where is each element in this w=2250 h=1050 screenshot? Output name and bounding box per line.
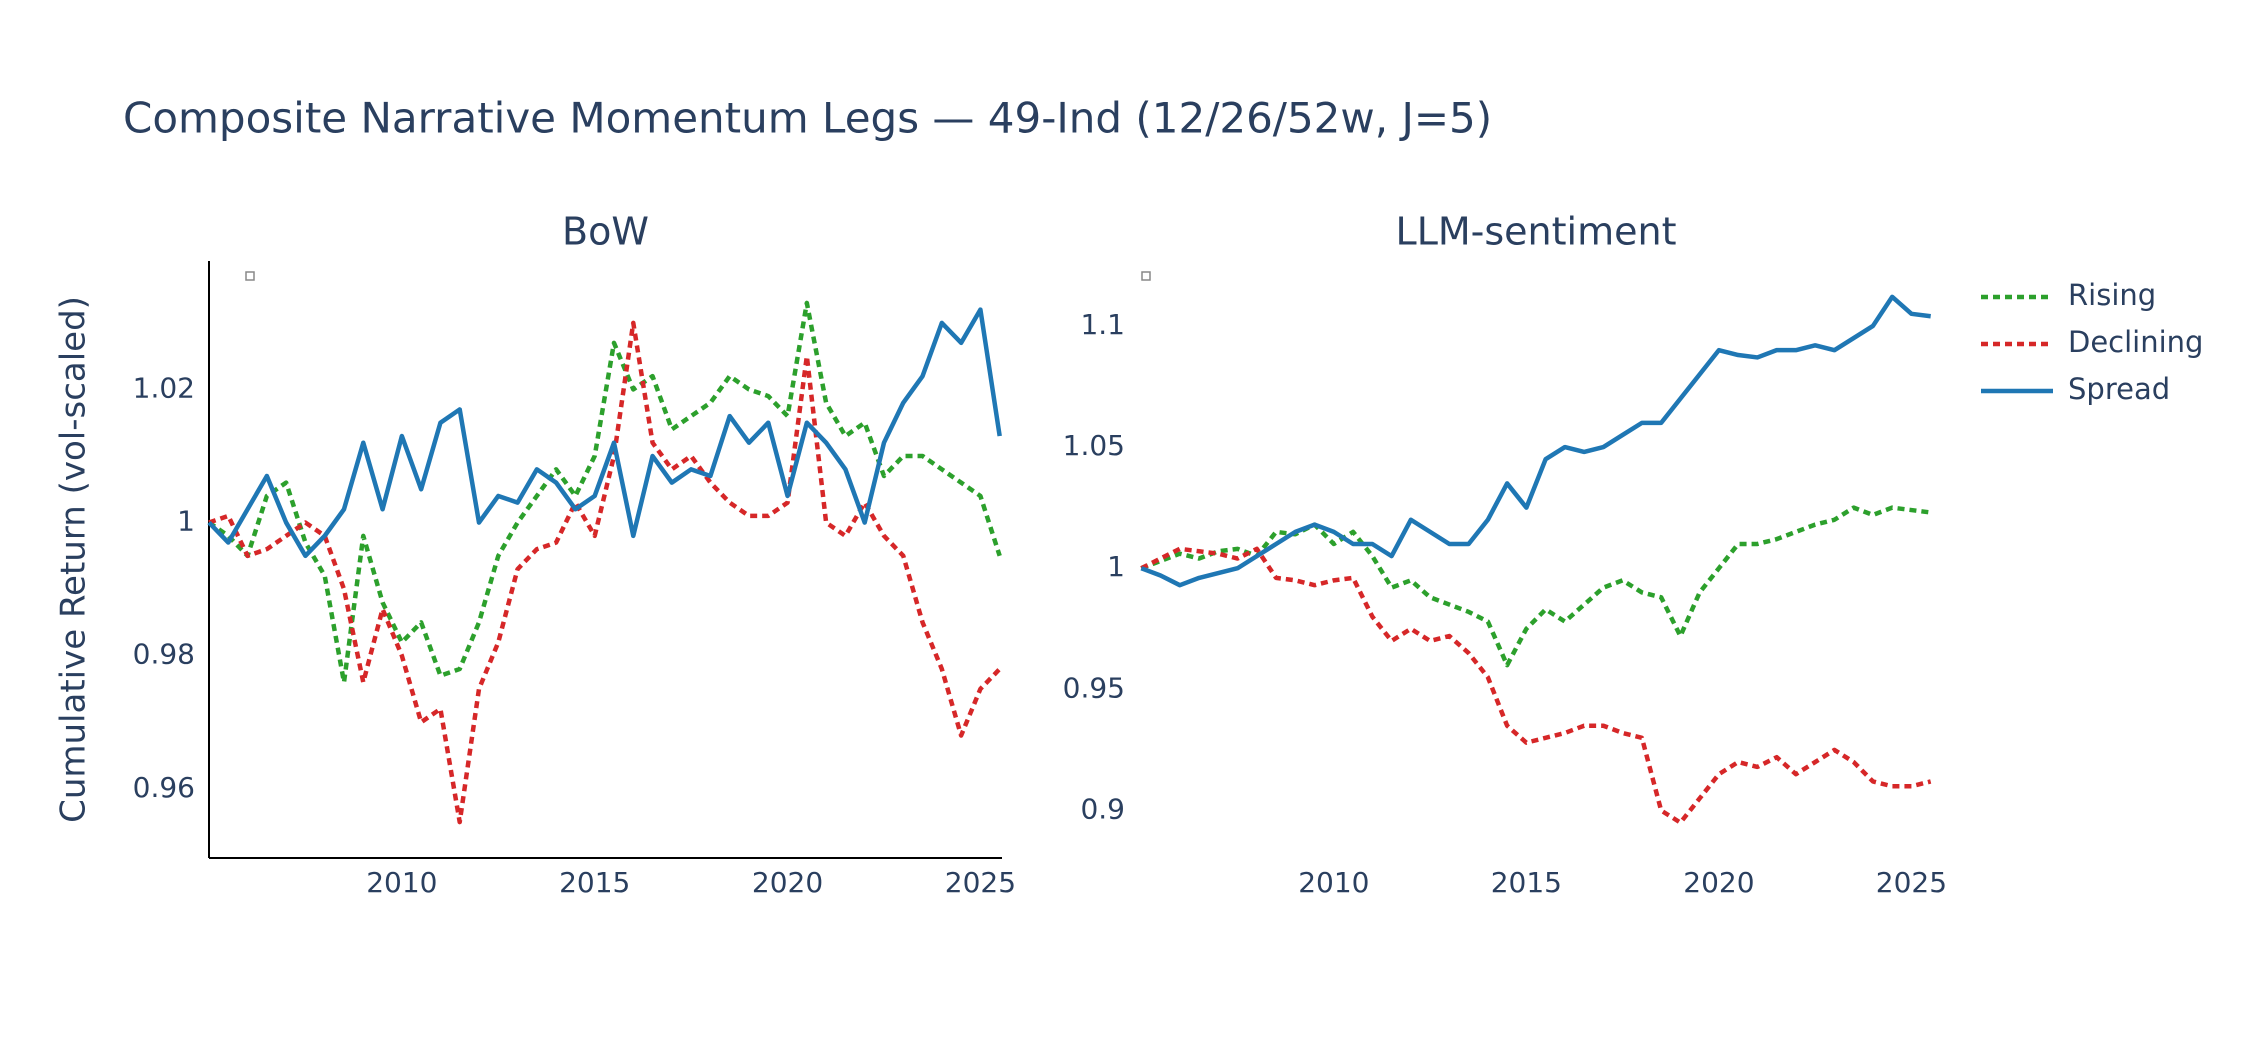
series-line [1140, 546, 1932, 825]
y-axis-title: Cumulative Return (vol-scaled) [54, 296, 94, 823]
x-tick-label: 2010 [1298, 866, 1369, 899]
x-tick-label: 2010 [366, 866, 437, 899]
legend-label: Rising [2068, 278, 2156, 312]
x-tick-label: 2025 [945, 866, 1016, 899]
series-line [1140, 294, 1931, 588]
mode-icon [245, 271, 255, 281]
y-tick-label: 0.9 [1080, 793, 1125, 826]
x-tick-label: 2015 [559, 866, 630, 899]
x-tick-label: 2015 [1491, 866, 1562, 899]
series-line [1140, 505, 1931, 668]
x-tick-label: 2020 [1683, 866, 1754, 899]
y-tick-label: 0.95 [1063, 671, 1125, 704]
series-line [207, 300, 1002, 685]
y-tick-label: 1.1 [1080, 308, 1125, 341]
legend-label: Spread [2068, 372, 2170, 406]
y-tick-label: 1 [177, 505, 195, 538]
x-tick-label: 2025 [1876, 866, 1947, 899]
subplot-title: LLM-sentiment [1396, 210, 1677, 254]
subplot-title: BoW [562, 210, 649, 254]
y-tick-label: 1.05 [1063, 429, 1125, 462]
y-tick-label: 1 [1107, 550, 1125, 583]
y-tick-label: 0.96 [133, 771, 195, 804]
legend-label: Declining [2068, 325, 2203, 359]
x-tick-label: 2020 [752, 866, 823, 899]
mode-icon [1141, 271, 1151, 281]
series-line [207, 307, 1002, 559]
figure-title: Composite Narrative Momentum Legs — 49-I… [123, 94, 1492, 143]
y-tick-label: 1.02 [133, 371, 195, 404]
y-tick-label: 0.98 [133, 638, 195, 671]
